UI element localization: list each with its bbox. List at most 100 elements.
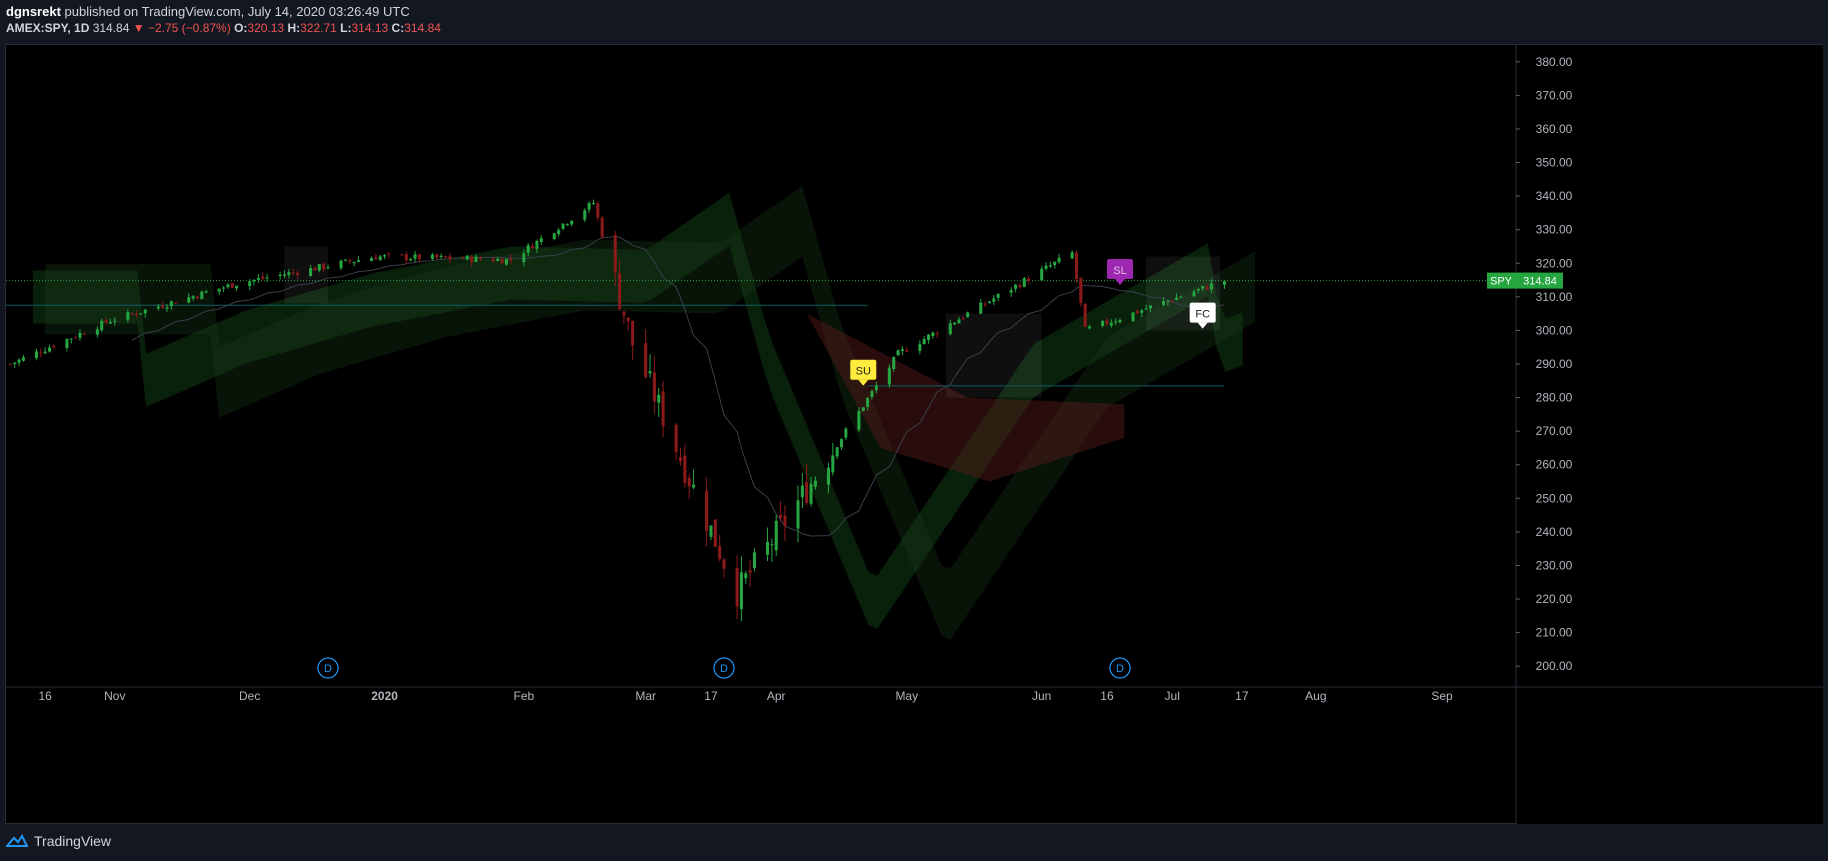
candle[interactable]: [248, 278, 252, 291]
candle[interactable]: [1057, 253, 1061, 264]
candle[interactable]: [631, 320, 635, 360]
candle[interactable]: [108, 318, 112, 325]
candle[interactable]: [165, 304, 169, 312]
candle[interactable]: [187, 293, 191, 304]
candle[interactable]: [783, 505, 787, 541]
candle[interactable]: [905, 346, 909, 353]
candle[interactable]: [813, 476, 817, 490]
candle[interactable]: [835, 446, 839, 460]
candle[interactable]: [78, 329, 82, 341]
candle[interactable]: [735, 555, 739, 620]
candle[interactable]: [222, 286, 226, 293]
candle[interactable]: [1009, 287, 1013, 297]
price-axis-panel[interactable]: [1516, 45, 1823, 824]
candle[interactable]: [796, 485, 800, 543]
candle[interactable]: [931, 331, 935, 339]
dividend-badge[interactable]: D: [713, 657, 735, 679]
candle[interactable]: [278, 271, 282, 280]
candle[interactable]: [1205, 283, 1209, 291]
candle[interactable]: [417, 253, 421, 263]
candle[interactable]: [265, 274, 269, 283]
candle[interactable]: [565, 223, 569, 227]
candle[interactable]: [1027, 275, 1031, 285]
signal-marker-sl[interactable]: SL: [1107, 258, 1134, 285]
candle[interactable]: [52, 344, 56, 349]
candle[interactable]: [126, 308, 130, 323]
candle[interactable]: [130, 312, 134, 316]
candle[interactable]: [683, 444, 687, 488]
candle[interactable]: [478, 255, 482, 261]
candle[interactable]: [191, 294, 195, 301]
candle[interactable]: [552, 232, 556, 241]
candle[interactable]: [800, 473, 804, 509]
candle[interactable]: [770, 538, 774, 562]
candle[interactable]: [935, 331, 939, 339]
candle[interactable]: [1201, 285, 1205, 292]
candle[interactable]: [439, 253, 443, 260]
candle[interactable]: [535, 239, 539, 254]
candle[interactable]: [1135, 309, 1139, 315]
candle[interactable]: [309, 264, 313, 277]
candle[interactable]: [844, 426, 848, 440]
candle[interactable]: [1070, 250, 1074, 260]
dividend-badge[interactable]: D: [317, 657, 339, 679]
candle[interactable]: [326, 264, 330, 270]
candle[interactable]: [866, 397, 870, 411]
candle[interactable]: [1140, 309, 1144, 318]
candle[interactable]: [752, 548, 756, 572]
candle[interactable]: [826, 462, 830, 494]
candle[interactable]: [404, 251, 408, 265]
candle[interactable]: [370, 256, 374, 262]
candle[interactable]: [591, 199, 595, 205]
candle[interactable]: [95, 326, 99, 338]
candle[interactable]: [996, 293, 1000, 302]
candle[interactable]: [1105, 318, 1109, 327]
candle[interactable]: [287, 268, 291, 279]
candle[interactable]: [539, 235, 543, 246]
candle[interactable]: [21, 354, 25, 362]
author-name[interactable]: dgnsrekt: [6, 4, 61, 19]
candle[interactable]: [1018, 282, 1022, 289]
candle[interactable]: [692, 469, 696, 490]
candle[interactable]: [322, 262, 326, 273]
candle[interactable]: [34, 348, 38, 361]
candle[interactable]: [1048, 261, 1052, 268]
candle[interactable]: [678, 447, 683, 466]
candle[interactable]: [618, 259, 622, 311]
candle[interactable]: [383, 254, 387, 260]
candle[interactable]: [1114, 318, 1118, 325]
candle[interactable]: [661, 380, 665, 438]
signal-marker-fc[interactable]: FC: [1189, 302, 1216, 329]
symbol-interval[interactable]: AMEX:SPY, 1D: [6, 21, 90, 35]
candle[interactable]: [900, 346, 904, 356]
candle[interactable]: [779, 501, 783, 522]
candle[interactable]: [470, 254, 474, 267]
candle[interactable]: [413, 250, 417, 262]
candle[interactable]: [256, 273, 260, 283]
candle[interactable]: [1192, 289, 1196, 298]
candle[interactable]: [74, 335, 78, 339]
candle[interactable]: [526, 242, 530, 257]
candle[interactable]: [561, 223, 565, 231]
candle[interactable]: [409, 257, 413, 262]
candle[interactable]: [805, 464, 809, 506]
candle[interactable]: [948, 319, 952, 336]
candle[interactable]: [744, 570, 748, 585]
candle[interactable]: [587, 201, 591, 213]
candle[interactable]: [226, 283, 230, 289]
candle[interactable]: [713, 519, 717, 548]
candle[interactable]: [992, 294, 996, 306]
candle[interactable]: [570, 220, 574, 227]
candle[interactable]: [496, 256, 500, 262]
candle[interactable]: [1044, 262, 1048, 271]
candle[interactable]: [887, 364, 891, 388]
candle[interactable]: [766, 527, 770, 562]
candle[interactable]: [143, 309, 147, 318]
candle[interactable]: [161, 301, 165, 310]
candle[interactable]: [705, 477, 709, 547]
candle[interactable]: [317, 263, 321, 273]
candle[interactable]: [43, 347, 47, 355]
candle[interactable]: [100, 318, 104, 333]
candle[interactable]: [348, 258, 352, 264]
candle[interactable]: [195, 295, 199, 300]
